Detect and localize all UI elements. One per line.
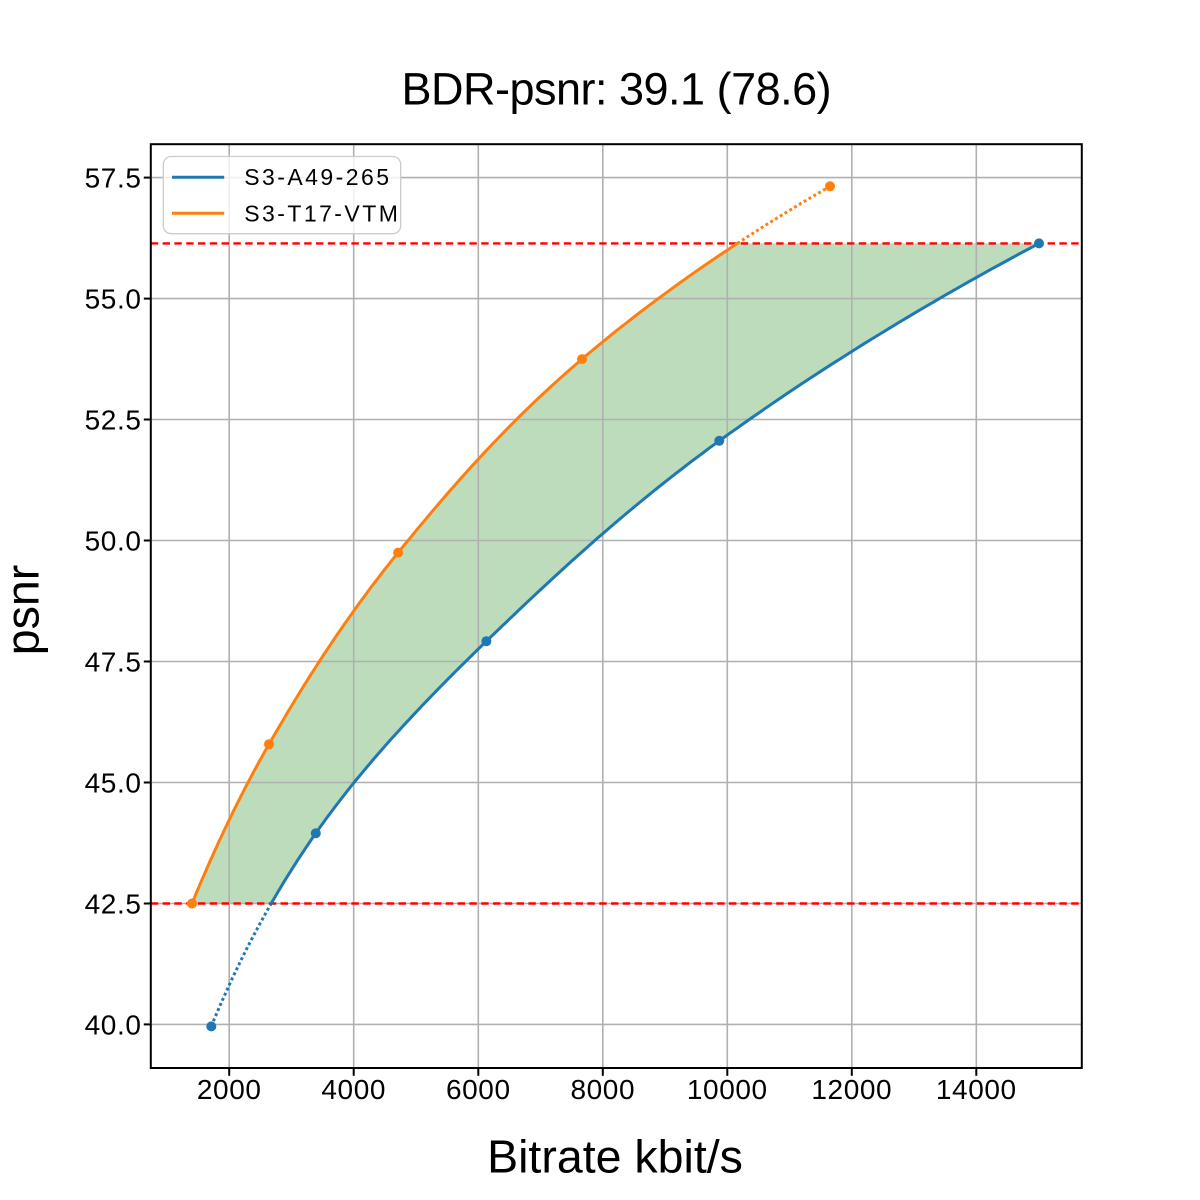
svg-text:12000: 12000 bbox=[811, 1074, 892, 1105]
svg-text:S3-T17-VTM: S3-T17-VTM bbox=[244, 200, 400, 226]
svg-text:52.5: 52.5 bbox=[85, 404, 142, 435]
svg-text:45.0: 45.0 bbox=[85, 767, 142, 798]
svg-text:42.5: 42.5 bbox=[85, 888, 142, 919]
svg-text:50.0: 50.0 bbox=[85, 525, 142, 556]
svg-text:40.0: 40.0 bbox=[85, 1009, 142, 1040]
svg-text:BDR-psnr: 39.1 (78.6): BDR-psnr: 39.1 (78.6) bbox=[401, 64, 831, 115]
svg-text:8000: 8000 bbox=[570, 1074, 635, 1105]
svg-text:4000: 4000 bbox=[321, 1074, 386, 1105]
svg-text:57.5: 57.5 bbox=[85, 163, 142, 194]
svg-text:47.5: 47.5 bbox=[85, 646, 142, 677]
svg-text:2000: 2000 bbox=[197, 1074, 262, 1105]
svg-text:S3-A49-265: S3-A49-265 bbox=[244, 164, 391, 190]
svg-text:psnr: psnr bbox=[0, 565, 49, 655]
svg-text:55.0: 55.0 bbox=[85, 284, 142, 315]
svg-text:6000: 6000 bbox=[446, 1074, 511, 1105]
svg-text:10000: 10000 bbox=[687, 1074, 768, 1105]
svg-text:Bitrate kbit/s: Bitrate kbit/s bbox=[487, 1131, 743, 1183]
svg-text:14000: 14000 bbox=[936, 1074, 1017, 1105]
